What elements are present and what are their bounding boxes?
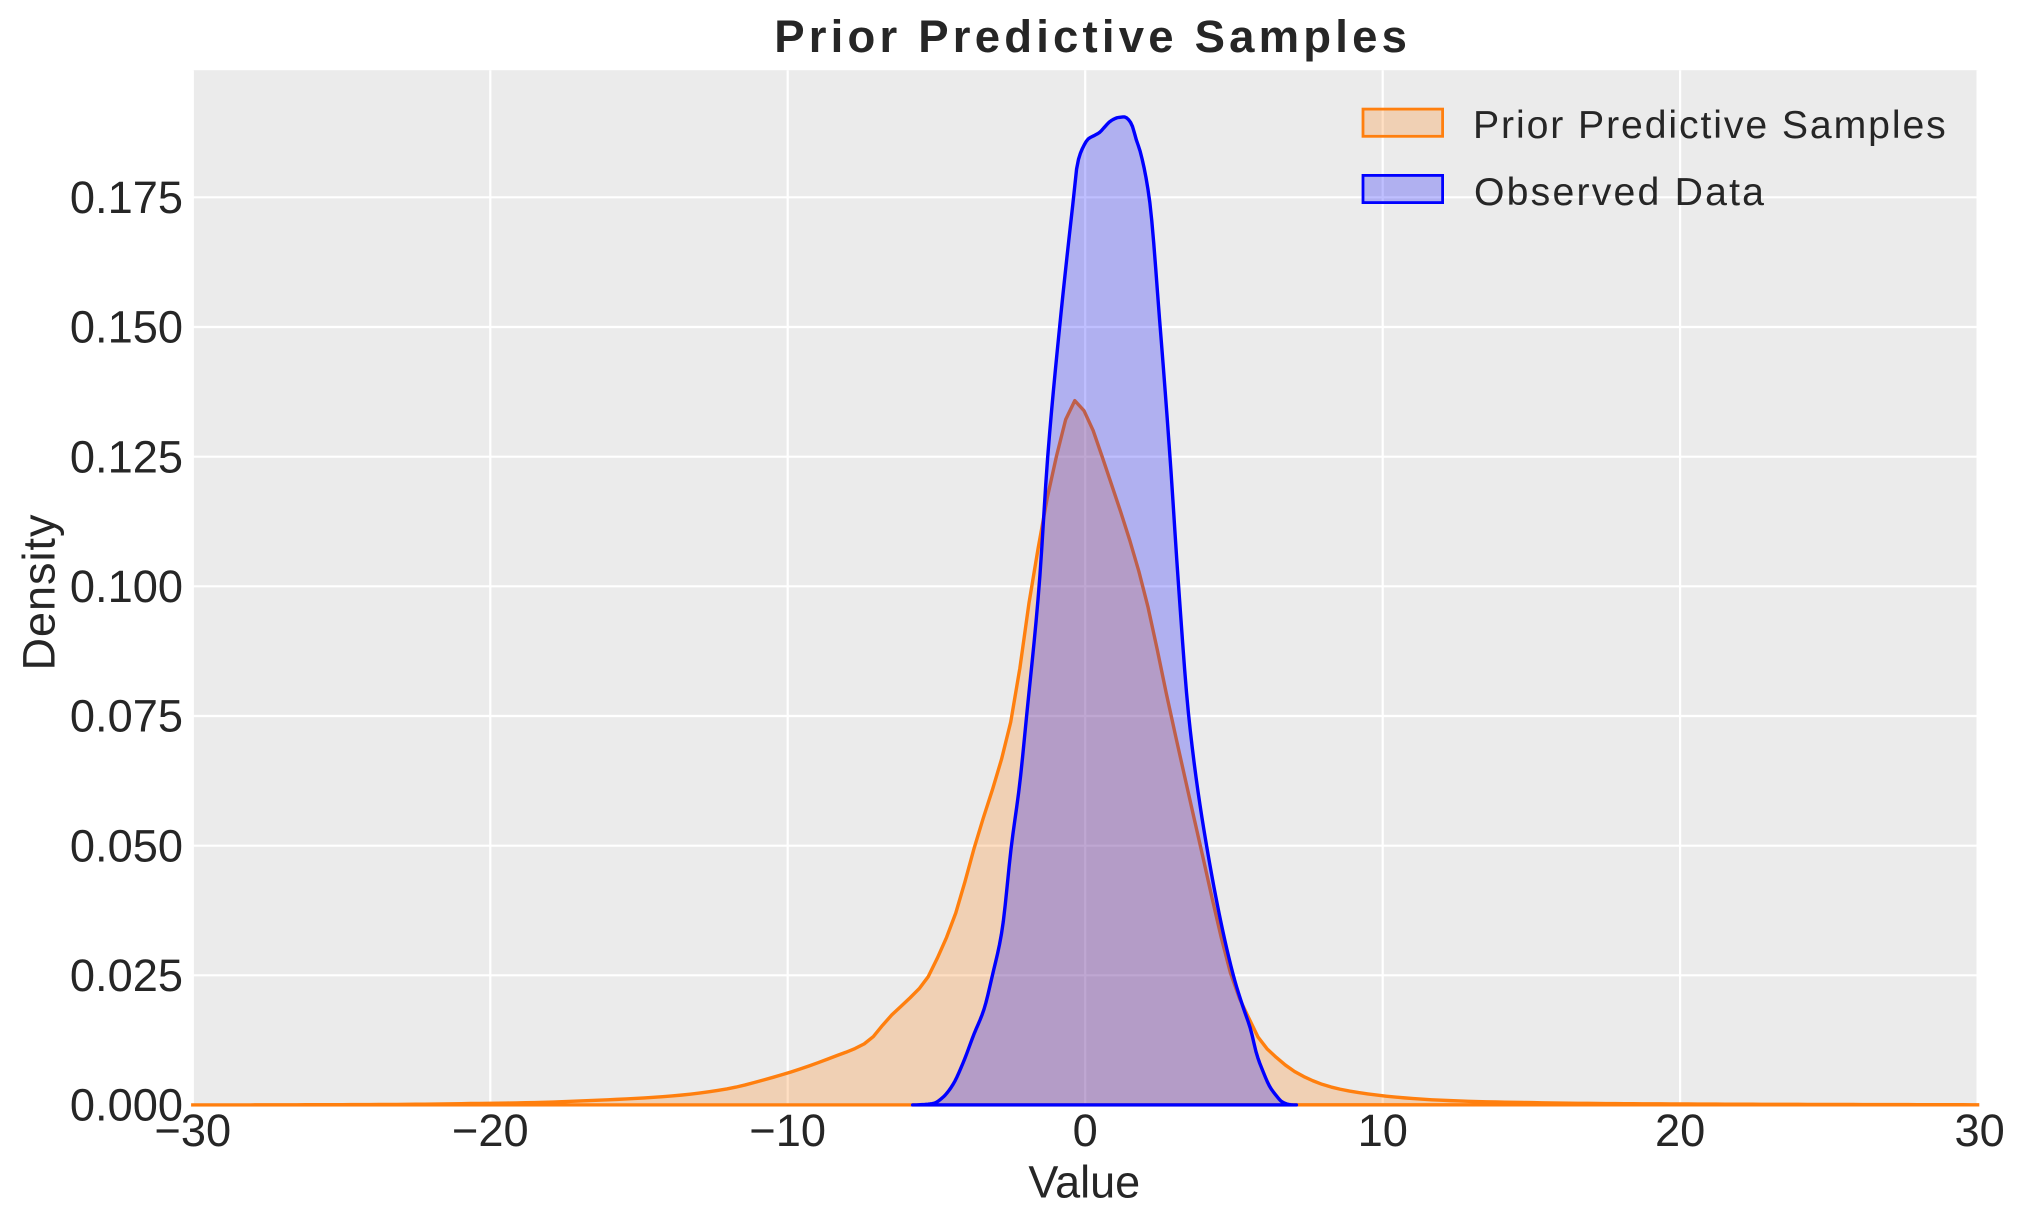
svg-text:Density: Density [14,513,65,670]
svg-text:Observed Data: Observed Data [1474,171,1766,214]
svg-text:0.125: 0.125 [70,431,183,482]
svg-text:−30: −30 [154,1105,231,1156]
svg-text:0: 0 [1073,1105,1098,1156]
svg-text:−20: −20 [452,1105,529,1156]
svg-text:Prior Predictive Samples: Prior Predictive Samples [1473,104,1948,147]
svg-text:0.075: 0.075 [70,691,183,742]
svg-text:0.050: 0.050 [70,820,183,871]
svg-text:0.150: 0.150 [70,302,183,353]
svg-text:0.000: 0.000 [70,1080,183,1131]
svg-text:Prior Predictive Samples: Prior Predictive Samples [774,11,1411,62]
svg-text:0.025: 0.025 [70,950,183,1001]
svg-text:0.100: 0.100 [70,561,183,612]
svg-text:−10: −10 [749,1105,826,1156]
svg-text:10: 10 [1358,1105,1408,1156]
svg-text:30: 30 [1954,1105,2004,1156]
svg-text:20: 20 [1655,1105,1705,1156]
svg-text:Value: Value [1028,1157,1140,1208]
svg-text:0.175: 0.175 [70,172,183,223]
